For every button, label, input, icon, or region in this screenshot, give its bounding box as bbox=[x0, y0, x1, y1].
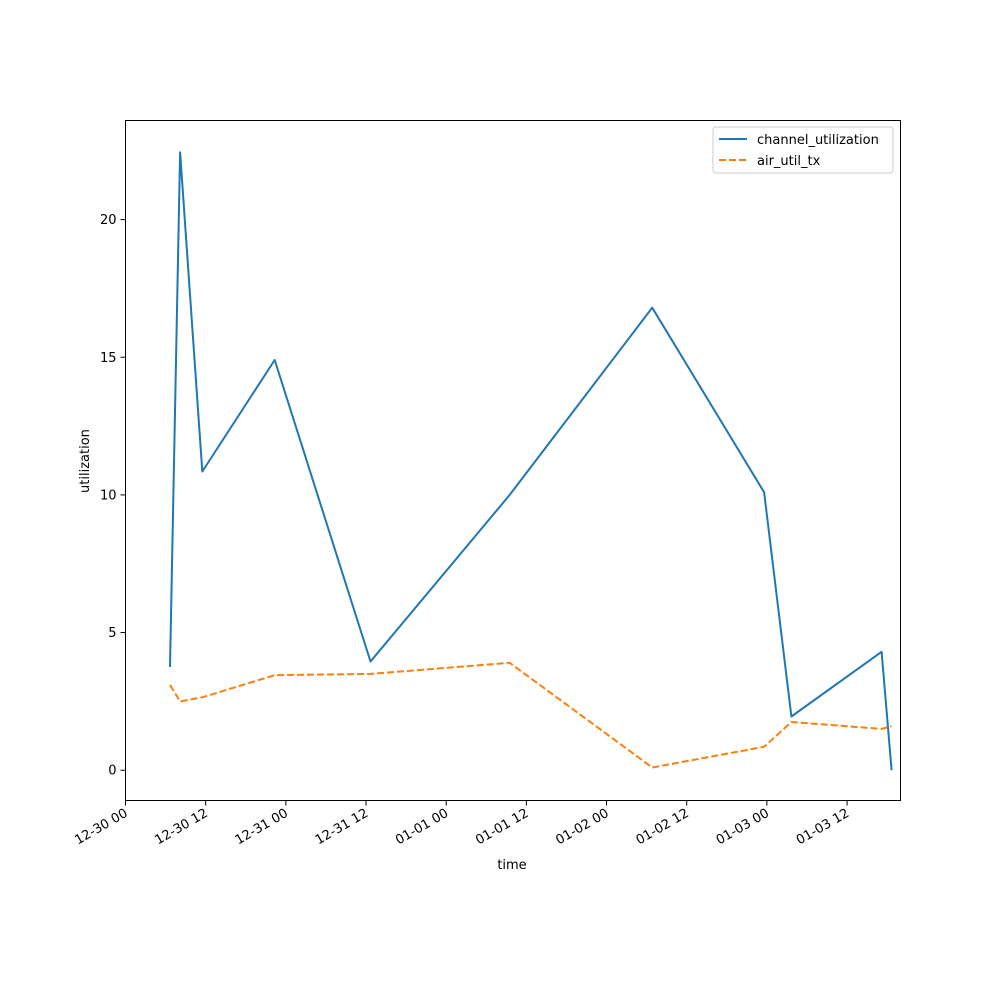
y-tick-label: 5 bbox=[108, 626, 116, 641]
x-axis-label: time bbox=[497, 858, 526, 873]
plot-area bbox=[125, 120, 901, 801]
plot-frame bbox=[125, 120, 901, 801]
legend-label-channel-utilization: channel_utilization bbox=[757, 133, 879, 148]
legend: channel_utilization air_util_tx bbox=[712, 126, 894, 174]
y-tick-label: 10 bbox=[100, 488, 117, 503]
legend-label-air-util-tx: air_util_tx bbox=[757, 154, 821, 169]
series-layer bbox=[169, 151, 893, 771]
y-tick-label: 15 bbox=[100, 351, 117, 366]
y-tick-label: 0 bbox=[108, 764, 116, 779]
y-axis-label: utilization bbox=[78, 429, 93, 493]
y-axis: 0 5 10 15 20 bbox=[100, 213, 126, 779]
legend-box bbox=[712, 126, 894, 174]
y-tick-label: 20 bbox=[100, 213, 117, 228]
